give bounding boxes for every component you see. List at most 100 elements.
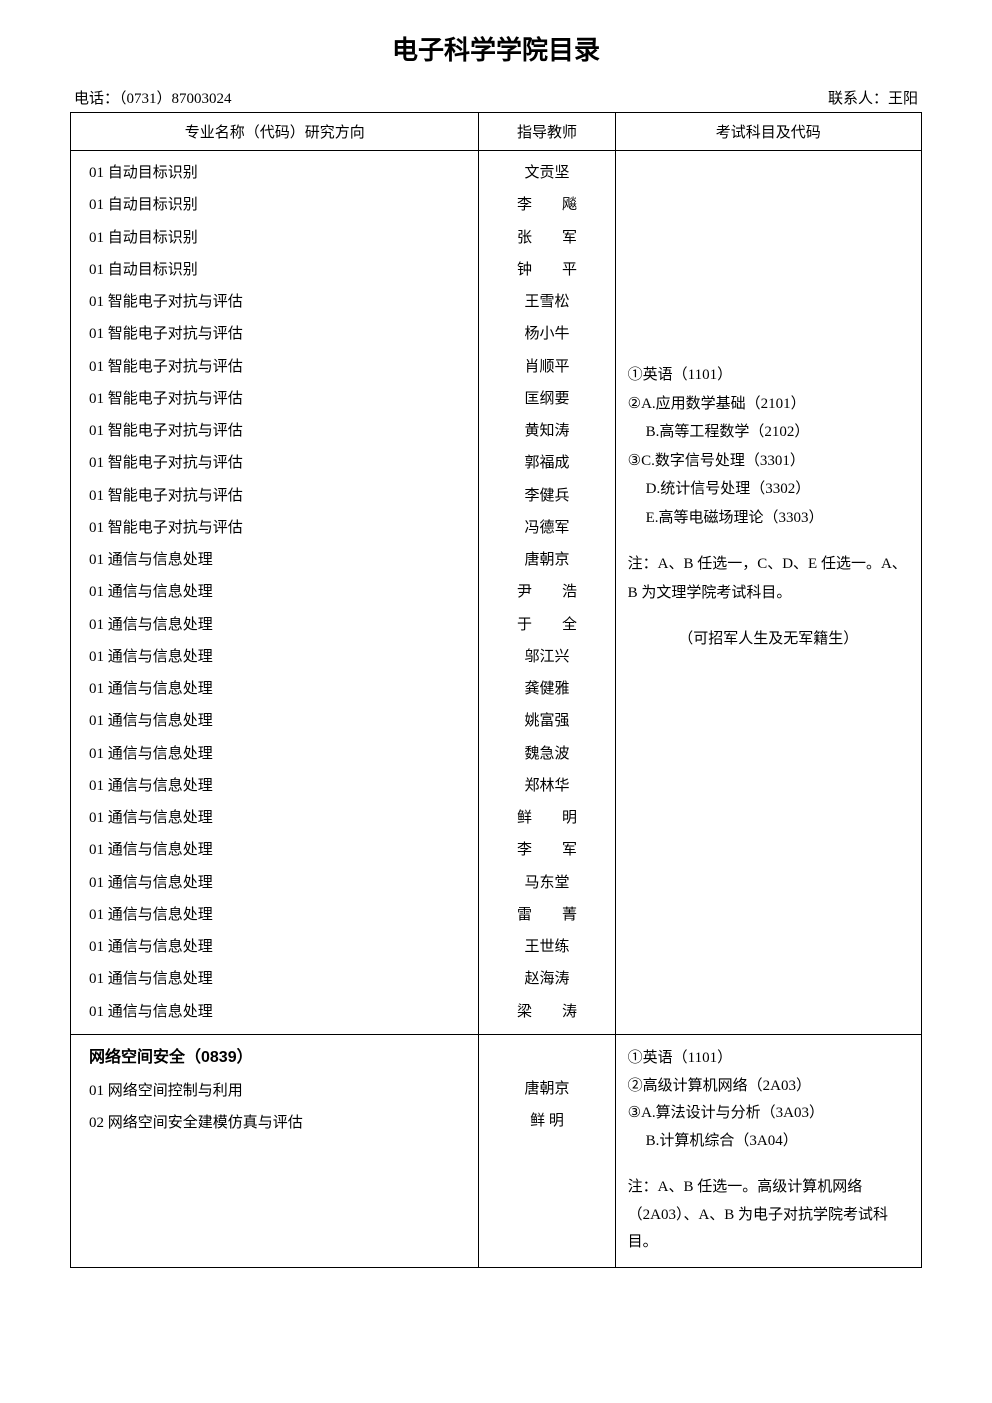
advisor-name: 李军 — [517, 842, 577, 858]
advisor-item: 钟平 — [489, 254, 604, 286]
advisor-item: 冯德军 — [489, 512, 604, 544]
advisor-name: 冯德军 — [525, 520, 570, 536]
exam-line: D.统计信号处理（3302） — [628, 475, 909, 504]
major-item: 01 智能电子对抗与评估 — [89, 351, 468, 383]
advisor-item: 雷菁 — [489, 899, 604, 931]
section-title: 网络空间安全（0839） — [89, 1041, 468, 1075]
advisor-item: 郑林华 — [489, 770, 604, 802]
major-item: 01 自动目标识别 — [89, 254, 468, 286]
advisor-item: 尹浩 — [489, 576, 604, 608]
major-item: 01 智能电子对抗与评估 — [89, 286, 468, 318]
advisor-item: 魏急波 — [489, 738, 604, 770]
advisor-item — [489, 1041, 604, 1073]
exam-line: ①英语（1101） — [628, 1045, 909, 1073]
major-item: 01 通信与信息处理 — [89, 867, 468, 899]
header-advisor: 指导教师 — [479, 113, 615, 151]
advisor-name: 李飚 — [517, 197, 577, 213]
advisor-name: 赵海涛 — [525, 971, 570, 987]
advisor-item: 王世练 — [489, 931, 604, 963]
advisor-name: 黄知涛 — [525, 423, 570, 439]
exam-line: ③A.算法设计与分析（3A03） — [628, 1100, 909, 1128]
major-item: 01 网络空间控制与利用 — [89, 1075, 468, 1107]
major-item: 01 自动目标识别 — [89, 189, 468, 221]
major-item: 01 智能电子对抗与评估 — [89, 480, 468, 512]
major-item: 01 通信与信息处理 — [89, 802, 468, 834]
advisor-name: 肖顺平 — [525, 359, 570, 375]
major-item: 01 通信与信息处理 — [89, 705, 468, 737]
major-cell: 网络空间安全（0839）01 网络空间控制与利用02 网络空间安全建模仿真与评估 — [71, 1034, 479, 1267]
advisor-item: 梁涛 — [489, 996, 604, 1028]
major-item: 01 通信与信息处理 — [89, 641, 468, 673]
advisor-name: 姚富强 — [525, 713, 570, 729]
major-item: 01 通信与信息处理 — [89, 899, 468, 931]
advisor-cell: 唐朝京鲜 明 — [479, 1034, 615, 1267]
major-item: 01 通信与信息处理 — [89, 770, 468, 802]
major-item: 01 智能电子对抗与评估 — [89, 383, 468, 415]
advisor-item: 文贡坚 — [489, 157, 604, 189]
advisor-name: 李健兵 — [525, 488, 570, 504]
table-header-row: 专业名称（代码）研究方向 指导教师 考试科目及代码 — [71, 113, 922, 151]
advisor-item: 鲜明 — [489, 802, 604, 834]
advisor-item: 李军 — [489, 834, 604, 866]
advisor-name: 王世练 — [525, 939, 570, 955]
contact-label: 联系人：王阳 — [828, 87, 918, 108]
advisor-name: 于全 — [517, 617, 577, 633]
advisor-name: 钟平 — [517, 262, 577, 278]
advisor-item: 马东堂 — [489, 867, 604, 899]
advisor-name: 匡纲要 — [525, 391, 570, 407]
exam-subnote: （可招军人生及无军籍生） — [628, 625, 909, 654]
table-row: 01 自动目标识别01 自动目标识别01 自动目标识别01 自动目标识别01 智… — [71, 151, 922, 1035]
exam-line: B.高等工程数学（2102） — [628, 418, 909, 447]
major-item: 01 智能电子对抗与评估 — [89, 415, 468, 447]
advisor-item: 鲜 明 — [489, 1105, 604, 1137]
major-item: 01 通信与信息处理 — [89, 931, 468, 963]
advisor-name: 杨小牛 — [525, 326, 570, 342]
exam-line: E.高等电磁场理论（3303） — [628, 504, 909, 533]
phone-label: 电话：（0731）87003024 — [74, 87, 232, 108]
header-info-row: 电话：（0731）87003024 联系人：王阳 — [70, 87, 922, 108]
header-exam: 考试科目及代码 — [615, 113, 921, 151]
advisor-name: 郭福成 — [525, 455, 570, 471]
advisor-name: 魏急波 — [525, 746, 570, 762]
advisor-item: 王雪松 — [489, 286, 604, 318]
advisor-name: 鲜明 — [517, 810, 577, 826]
major-item: 02 网络空间安全建模仿真与评估 — [89, 1107, 468, 1139]
advisor-item: 唐朝京 — [489, 544, 604, 576]
advisor-cell: 文贡坚李飚张军钟平王雪松杨小牛肖顺平匡纲要黄知涛郭福成李健兵冯德军唐朝京尹浩于全… — [479, 151, 615, 1035]
major-item: 01 通信与信息处理 — [89, 834, 468, 866]
exam-line: ②A.应用数学基础（2101） — [628, 390, 909, 419]
major-item: 01 通信与信息处理 — [89, 576, 468, 608]
advisor-item: 姚富强 — [489, 705, 604, 737]
advisor-item: 黄知涛 — [489, 415, 604, 447]
major-item: 01 通信与信息处理 — [89, 609, 468, 641]
advisor-name: 唐朝京 — [525, 552, 570, 568]
advisor-item: 赵海涛 — [489, 963, 604, 995]
major-item: 01 智能电子对抗与评估 — [89, 512, 468, 544]
advisor-name: 马东堂 — [525, 875, 570, 891]
exam-cell: ①英语（1101） ②A.应用数学基础（2101） B.高等工程数学（2102）… — [615, 151, 921, 1035]
exam-line: ①英语（1101） — [628, 361, 909, 390]
advisor-name: 郑林华 — [525, 778, 570, 794]
table-body: 01 自动目标识别01 自动目标识别01 自动目标识别01 自动目标识别01 智… — [71, 151, 922, 1268]
exam-cell: ①英语（1101） ②高级计算机网络（2A03） ③A.算法设计与分析（3A03… — [615, 1034, 921, 1267]
advisor-name: 龚健雅 — [525, 681, 570, 697]
advisor-name: 张军 — [517, 230, 577, 246]
exam-note: 注：A、B 任选一，C、D、E 任选一。A、B 为文理学院考试科目。 — [628, 550, 909, 607]
exam-line: B.计算机综合（3A04） — [628, 1128, 909, 1156]
major-item: 01 自动目标识别 — [89, 222, 468, 254]
advisor-item: 匡纲要 — [489, 383, 604, 415]
advisor-name: 雷菁 — [517, 907, 577, 923]
table-row: 网络空间安全（0839）01 网络空间控制与利用02 网络空间安全建模仿真与评估… — [71, 1034, 922, 1267]
advisor-item: 李飚 — [489, 189, 604, 221]
advisor-item: 杨小牛 — [489, 318, 604, 350]
major-item: 01 智能电子对抗与评估 — [89, 318, 468, 350]
major-item: 01 通信与信息处理 — [89, 544, 468, 576]
exam-line: ③C.数字信号处理（3301） — [628, 447, 909, 476]
advisor-item: 邬江兴 — [489, 641, 604, 673]
major-item: 01 通信与信息处理 — [89, 673, 468, 705]
advisor-item: 唐朝京 — [489, 1073, 604, 1105]
major-item: 01 智能电子对抗与评估 — [89, 447, 468, 479]
advisor-item: 肖顺平 — [489, 351, 604, 383]
advisor-item: 郭福成 — [489, 447, 604, 479]
major-cell: 01 自动目标识别01 自动目标识别01 自动目标识别01 自动目标识别01 智… — [71, 151, 479, 1035]
